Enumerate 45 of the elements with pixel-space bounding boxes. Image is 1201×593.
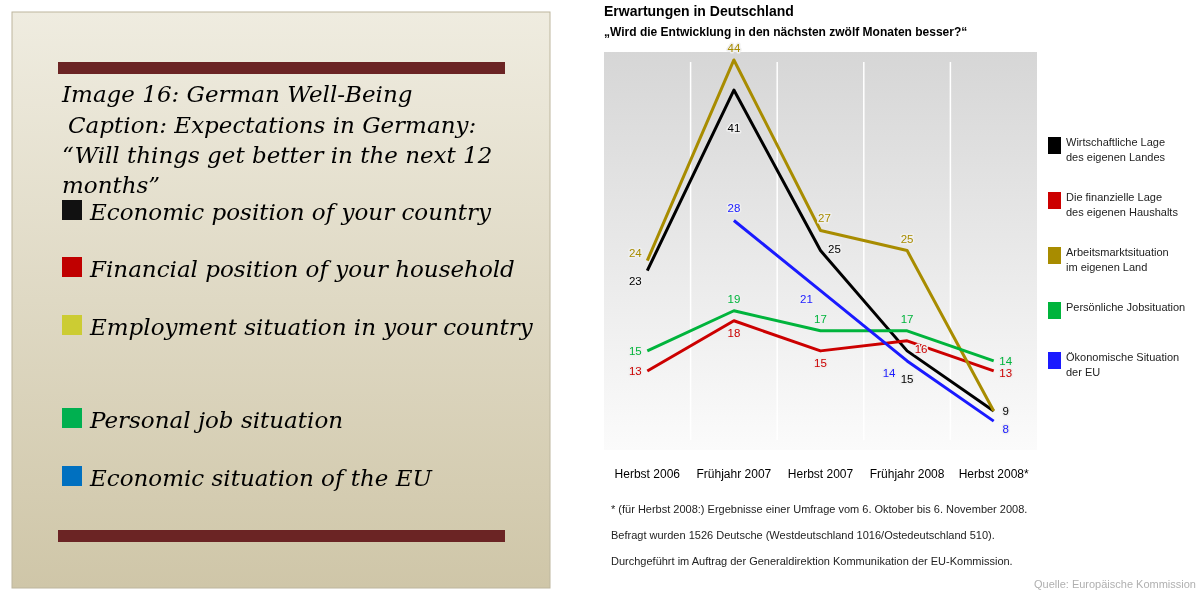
data-label: 23 <box>628 274 642 287</box>
text: Befragt wurden 1526 Deutsche (Westdeutschland 1016/Ostedeutschland 510). <box>611 529 995 541</box>
x-tick-label: Frühjahr 2008 <box>869 467 945 481</box>
x-tick-label: Herbst 2008* <box>958 467 1030 481</box>
x-tick-label: Herbst 2007 <box>787 467 854 481</box>
source-note: Quelle: Europäische Kommission <box>1033 578 1196 590</box>
data-label: 15 <box>628 344 642 357</box>
text: * (für Herbst 2008:) Ergebnisse einer Umfrage vom 6. Oktober bis 6. November 2008. <box>611 503 1028 515</box>
data-label: 25 <box>900 232 914 245</box>
data-label: 25 <box>828 242 841 255</box>
data-label: 41 <box>727 122 741 135</box>
data-label: 15 <box>900 372 914 385</box>
data-label: 17 <box>814 312 827 325</box>
text: Durchgeführt im Auftrag der Generaldirektion Kommunikation der EU-Kommission. <box>611 555 1013 567</box>
data-label: 18 <box>727 326 741 339</box>
x-tick-label: Frühjahr 2007 <box>696 467 772 481</box>
text: Personal job situation <box>89 407 344 433</box>
text: Economic position of your country <box>89 199 493 225</box>
legend-label: Ökonomische Situation der EU <box>1066 351 1180 378</box>
legend-label: Wirtschaftliche Lage des eigenen Landes <box>1066 136 1166 163</box>
text: Caption: Expectations in Germany: “Will things get better in the next 12 months” <box>62 112 493 198</box>
data-label: 21 <box>800 292 813 305</box>
data-label: 8 <box>1002 423 1009 436</box>
data-label: 13 <box>628 364 642 377</box>
data-label: 9 <box>1002 405 1009 418</box>
text: Financial position of your household <box>89 256 515 282</box>
text: Image 16: German Well-Being <box>61 81 413 107</box>
chart-title: Erwartungen in Deutschland <box>604 3 794 19</box>
legend-label: Die finanzielle Lage des eigenen Haushalts <box>1066 191 1179 218</box>
legend-label: Persönliche Jobsituation <box>1066 301 1186 313</box>
data-label: 14 <box>882 366 897 379</box>
data-label: 13 <box>999 366 1013 379</box>
legend-label: Arbeitsmarktsituation im eigenen Land <box>1066 246 1169 273</box>
text: Economic situation of the EU <box>89 465 434 491</box>
data-label: 15 <box>814 356 827 369</box>
data-label: 14 <box>999 354 1013 367</box>
data-label: 19 <box>727 292 741 305</box>
data-label: 27 <box>818 212 831 225</box>
x-tick-label: Herbst 2006 <box>614 467 681 481</box>
data-label: 17 <box>900 312 914 325</box>
chart-subtitle: „Wird die Entwicklung in den nächsten zwölf Monaten besser?“ <box>604 25 968 39</box>
data-label: 24 <box>628 246 643 259</box>
data-label: 28 <box>727 202 741 215</box>
text: Employment situation in your country <box>89 314 534 340</box>
data-label: 44 <box>727 41 741 54</box>
